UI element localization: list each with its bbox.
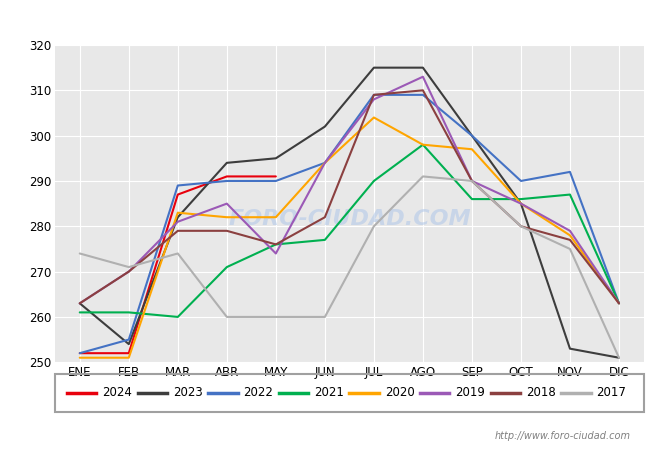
Text: FORO-CIUDAD.COM: FORO-CIUDAD.COM <box>228 210 471 230</box>
Text: http://www.foro-ciudad.com: http://www.foro-ciudad.com <box>495 431 630 441</box>
Text: 2018: 2018 <box>526 386 556 399</box>
Text: 2017: 2017 <box>597 386 627 399</box>
Text: 2024: 2024 <box>102 386 132 399</box>
Text: 2020: 2020 <box>385 386 415 399</box>
Text: 2022: 2022 <box>244 386 274 399</box>
Text: 2021: 2021 <box>314 386 344 399</box>
Text: 2019: 2019 <box>455 386 485 399</box>
Text: Afiliados en Lobios a 31/5/2024: Afiliados en Lobios a 31/5/2024 <box>183 12 467 31</box>
Text: 2023: 2023 <box>173 386 203 399</box>
